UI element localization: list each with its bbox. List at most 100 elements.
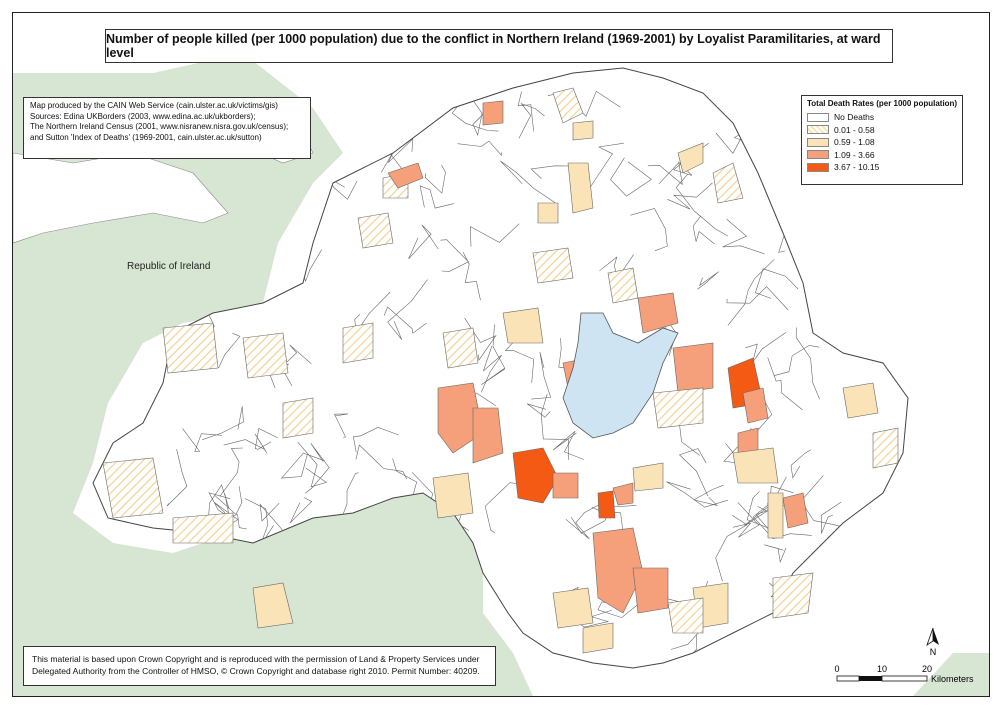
ward-polygon: [532, 247, 574, 284]
ward-boundary-line: [821, 501, 842, 534]
ward-boundary-line: [526, 403, 551, 418]
ward-polygon: [357, 212, 394, 249]
ward-polygon: [172, 512, 234, 544]
ward-boundary-line: [828, 277, 849, 296]
ward-boundary-line: [457, 140, 502, 156]
legend-label: 0.59 - 1.08: [834, 137, 875, 148]
ward-boundary-line: [470, 97, 490, 136]
ward-polygon: [252, 582, 294, 629]
ward-boundary-line: [440, 239, 469, 272]
ward-boundary-line: [841, 277, 865, 299]
ward-polygon: [732, 447, 779, 484]
ward-polygon: [672, 342, 714, 394]
ward-boundary-line: [570, 505, 637, 534]
scale-unit: Kilometers: [931, 674, 974, 684]
scale-tick-label: 20: [922, 664, 932, 674]
ward-polygon: [242, 332, 289, 379]
ward-polygon: [872, 427, 899, 469]
ward-polygon: [432, 472, 474, 519]
ward-boundary-line: [667, 634, 698, 668]
ward-boundary-line: [565, 504, 600, 540]
ward-boundary-line: [518, 102, 545, 139]
ward-polygon: [607, 267, 639, 304]
ward-polygon: [482, 100, 504, 126]
ward-boundary-line: [223, 433, 268, 454]
ward-boundary-line: [380, 138, 414, 173]
map-frame: Number of people killed (per 1000 popula…: [12, 12, 990, 697]
ward-boundary-line: [552, 430, 584, 460]
ward-polygon: [342, 322, 374, 364]
ward-polygon: [632, 567, 669, 614]
ward-map[interactable]: [13, 13, 989, 696]
north-arrow-icon: N: [926, 627, 939, 657]
ward-boundary-line: [630, 208, 668, 252]
copyright-line: Delegated Authority from the Controller …: [32, 666, 480, 676]
ward-boundary-line: [583, 142, 624, 198]
ward-polygon: [102, 457, 164, 519]
source-line: and Sutton 'Index of Deaths' (1969-2001,…: [30, 132, 262, 142]
ward-polygon: [592, 527, 644, 614]
ward-boundary-line: [844, 241, 875, 276]
ward-boundary-line: [517, 91, 534, 132]
source-line: Map produced by the CAIN Web Service (ca…: [30, 101, 278, 110]
ward-polygon: [552, 472, 579, 499]
source-line: The Northern Ireland Census (2001, www.n…: [30, 122, 289, 132]
ward-boundary-line: [208, 492, 231, 518]
country-label: Republic of Ireland: [127, 261, 211, 272]
ward-boundary-line: [334, 413, 348, 438]
ward-polygon: [772, 572, 814, 619]
legend-label: No Deaths: [834, 112, 875, 123]
ward-polygon: [842, 382, 879, 419]
source-line: Sources: Edina UKBorders (2003, www.edin…: [30, 111, 256, 121]
ward-boundary-line: [540, 394, 569, 460]
copyright-box: This material is based upon Crown Copyri…: [23, 646, 496, 686]
ward-boundary-line: [481, 345, 502, 393]
ward-boundary-line: [790, 449, 812, 479]
legend-label: 1.09 - 3.66: [834, 149, 875, 160]
ward-boundary-line: [338, 472, 359, 526]
legend-swatch: [807, 162, 829, 172]
ward-polygon: [162, 322, 219, 374]
ward-polygon: [712, 162, 744, 204]
ward-boundary-line: [305, 443, 330, 494]
legend-item: No Deaths: [807, 111, 957, 124]
ward-boundary-line: [202, 406, 244, 440]
scale-tick-label: 10: [877, 664, 887, 674]
legend-title: Total Death Rates (per 1000 population): [807, 99, 958, 108]
ward-boundary-line: [727, 259, 775, 326]
legend-label: 0.01 - 0.58: [834, 124, 875, 135]
ward-polygon: [767, 492, 784, 539]
legend-swatch: [807, 125, 829, 135]
source-box: Map produced by the CAIN Web Service (ca…: [23, 97, 311, 159]
ward-boundary-line: [451, 94, 499, 132]
ward-boundary-line: [219, 447, 244, 497]
ward-polygon: [502, 307, 544, 344]
ward-boundary-line: [383, 306, 427, 334]
ward-polygon: [742, 387, 769, 424]
ward-polygon: [282, 397, 314, 439]
scale-bar: 0 10 20 Kilometers: [834, 664, 974, 684]
ward-polygon: [572, 120, 594, 141]
ward-boundary-line: [726, 286, 789, 311]
ward-polygon: [387, 162, 424, 189]
ward-polygon: [442, 327, 479, 369]
ward-polygon: [582, 622, 614, 654]
ward-boundary-line: [767, 357, 803, 411]
legend-item: 3.67 - 10.15: [807, 161, 957, 174]
copyright-line: This material is based upon Crown Copyri…: [32, 654, 480, 664]
ward-boundary-line: [419, 185, 454, 209]
ward-boundary-line: [464, 317, 497, 361]
legend-label: 3.67 - 10.15: [834, 162, 880, 173]
ward-polygon: [632, 462, 664, 492]
ward-boundary-line: [876, 191, 898, 223]
roi-land-east: [913, 653, 989, 696]
ward-polygon: [677, 142, 704, 174]
ward-polygon: [567, 162, 594, 214]
ward-boundary-line: [289, 497, 313, 524]
legend: Total Death Rates (per 1000 population) …: [801, 95, 963, 185]
ward-boundary-line: [764, 544, 787, 564]
ward-boundary-line: [752, 503, 812, 539]
north-label: N: [930, 647, 937, 657]
ward-boundary-line: [469, 223, 520, 247]
ward-boundary-line: [773, 345, 820, 376]
